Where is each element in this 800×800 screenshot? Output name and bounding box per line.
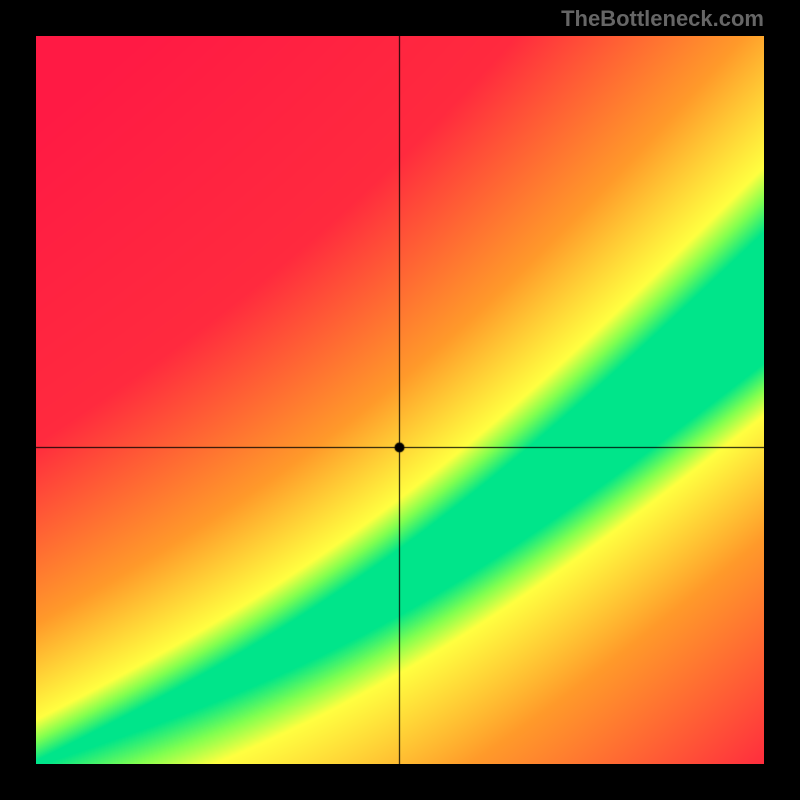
bottleneck-heatmap: [36, 36, 764, 764]
watermark-text: TheBottleneck.com: [561, 6, 764, 32]
chart-container: { "chart": { "type": "heatmap", "total_w…: [0, 0, 800, 800]
